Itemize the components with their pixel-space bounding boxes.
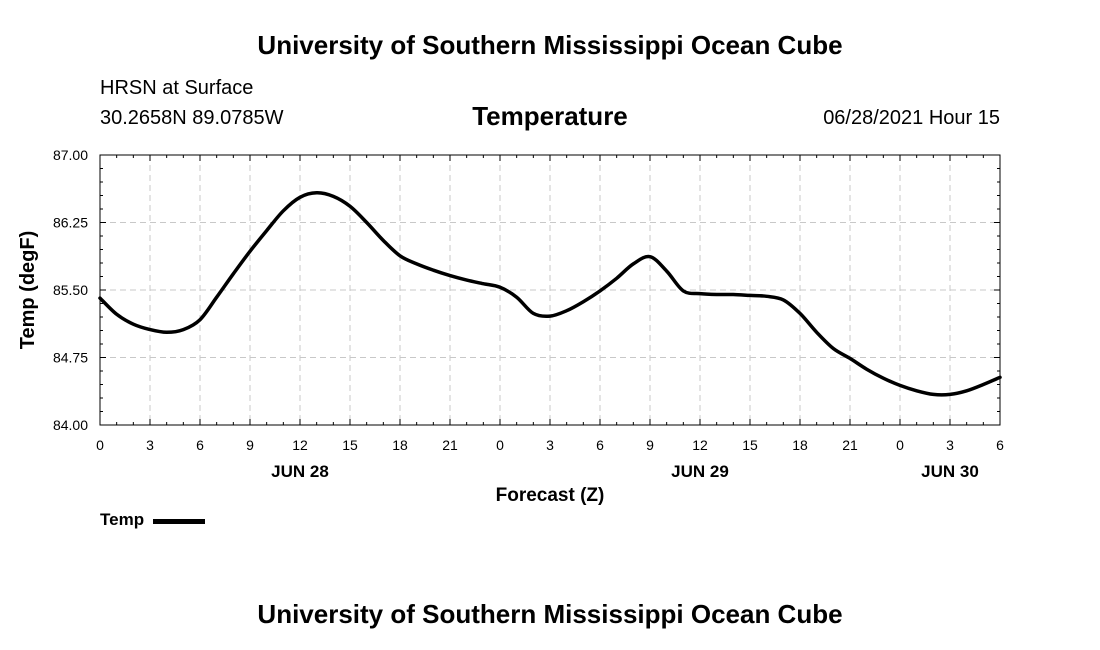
x-tick-label: 9 bbox=[646, 437, 654, 453]
grid-layer bbox=[100, 155, 1000, 425]
label-layer: 0 3 6 9 12 15 18 21 0 3 6 9 12 15 18 21 0 3 6 84.00 84.75 85.… bbox=[17, 147, 1004, 506]
x-tick-label: 0 bbox=[96, 437, 104, 453]
y-tick-label: 84.00 bbox=[53, 417, 88, 433]
x-tick-label: 12 bbox=[692, 437, 708, 453]
y-tick-label: 84.75 bbox=[53, 350, 88, 366]
header-title: University of Southern Mississippi Ocean… bbox=[257, 30, 843, 60]
station-coordinates: 30.2658N 89.0785W bbox=[100, 107, 284, 129]
forecast-time: 06/28/2021 Hour 15 bbox=[823, 107, 1000, 129]
x-tick-label: 9 bbox=[246, 437, 254, 453]
x-tick-label: 0 bbox=[896, 437, 904, 453]
x-tick-label: 18 bbox=[392, 437, 408, 453]
station-name: HRSN at Surface bbox=[100, 77, 254, 99]
x-tick-label: 3 bbox=[146, 437, 154, 453]
y-axis-label: Temp (degF) bbox=[17, 231, 39, 350]
x-axis-label: Forecast (Z) bbox=[496, 485, 605, 506]
x-tick-label: 6 bbox=[996, 437, 1004, 453]
y-tick-label: 85.50 bbox=[53, 282, 88, 298]
x-tick-label: 12 bbox=[292, 437, 308, 453]
series-layer bbox=[98, 191, 1002, 397]
x-tick-label: 15 bbox=[342, 437, 358, 453]
chart-title: Temperature bbox=[472, 101, 628, 131]
legend: Temp bbox=[100, 508, 206, 532]
legend-label: Temp bbox=[100, 510, 145, 529]
legend-swatch-temp bbox=[153, 519, 206, 524]
x-tick-label: 6 bbox=[196, 437, 204, 453]
x-tick-label: 21 bbox=[442, 437, 458, 453]
x-tick-label: 3 bbox=[946, 437, 954, 453]
x-tick-label: 0 bbox=[496, 437, 504, 453]
x-tick-label: 3 bbox=[546, 437, 554, 453]
y-tick-label: 86.25 bbox=[53, 215, 88, 231]
date-label: JUN 29 bbox=[671, 462, 729, 481]
date-label: JUN 28 bbox=[271, 462, 329, 481]
series-line-temp bbox=[98, 191, 1002, 397]
x-tick-label: 15 bbox=[742, 437, 758, 453]
x-tick-label: 6 bbox=[596, 437, 604, 453]
tick-layer bbox=[99, 154, 1001, 426]
footer-title: University of Southern Mississippi Ocean… bbox=[257, 599, 843, 629]
x-tick-label: 21 bbox=[842, 437, 858, 453]
y-tick-label: 87.00 bbox=[53, 147, 88, 163]
x-tick-label: 18 bbox=[792, 437, 808, 453]
date-label: JUN 30 bbox=[921, 462, 979, 481]
